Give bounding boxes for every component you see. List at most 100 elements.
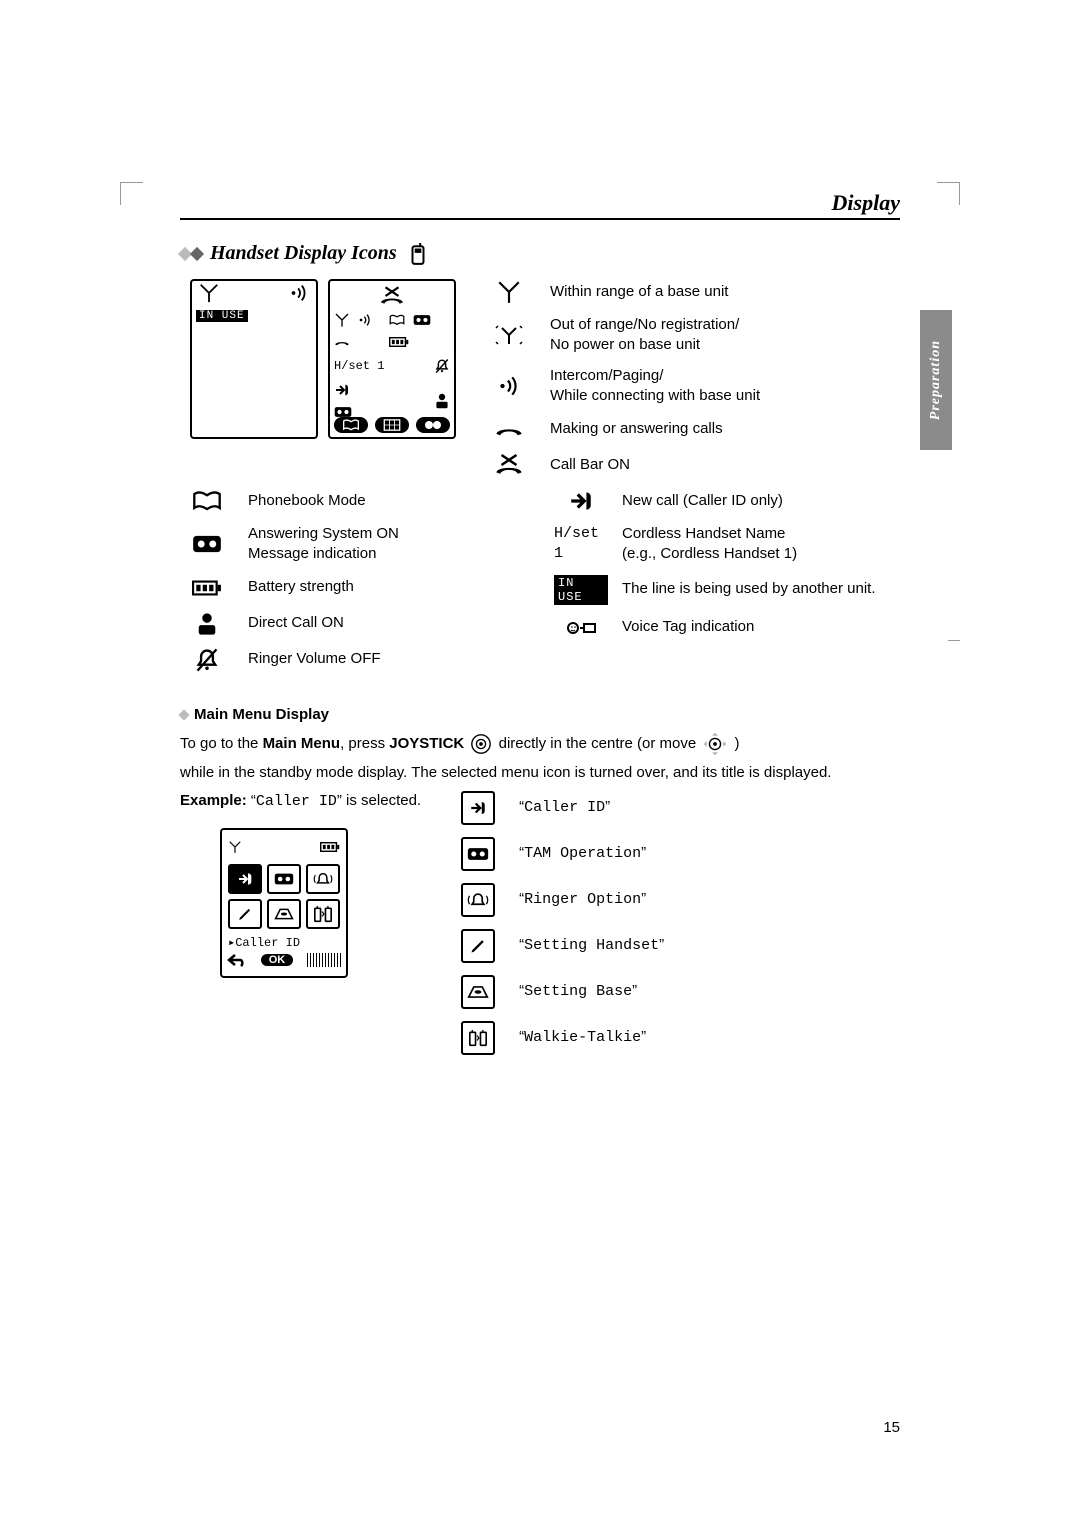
menu-list-row: “TAM Operation” [451, 837, 664, 871]
icon-label: Voice Tag indication [622, 617, 754, 637]
sethand-icon [461, 929, 495, 963]
ringer-icon [461, 883, 495, 917]
icon-row: Out of range/No registration/No power on… [482, 315, 900, 356]
icon-label: Making or answering calls [550, 419, 723, 439]
crop-mark [937, 182, 960, 205]
icon-label: Answering System ONMessage indication [248, 524, 399, 565]
directcall-icon [192, 611, 222, 637]
icon-column-right-top: Within range of a base unit Out of range… [482, 279, 900, 488]
directcall-icon [434, 390, 450, 412]
battery-icon [389, 331, 409, 353]
icon-row: Making or answering calls [482, 416, 900, 442]
handset-icon [494, 416, 524, 442]
callbar-icon [379, 285, 405, 307]
chapter-title: Display [180, 190, 900, 216]
paging-icon [286, 282, 312, 304]
menu-cell-callerid [228, 864, 262, 894]
icon-row: Call Bar ON [482, 452, 900, 478]
menu-screen: ▸Caller ID OK [220, 828, 348, 978]
menu-item-label: “Setting Base” [519, 981, 637, 1002]
body-para-2: while in the standby mode display. The s… [180, 763, 900, 783]
icon-label: Direct Call ON [248, 613, 344, 633]
tam-icon [461, 837, 495, 871]
softkey-grid [375, 417, 409, 433]
softkey-phonebook [334, 417, 368, 433]
softkey-back-icon [227, 949, 247, 971]
callerid-icon [461, 791, 495, 825]
hset-label: H/set 1 [334, 358, 384, 374]
antenna-blink-icon [494, 322, 524, 348]
menu-item-label: “Ringer Option” [519, 889, 646, 910]
section-heading: Handset Display Icons [180, 242, 900, 265]
screen-right: H/set 1 [328, 279, 456, 439]
icon-label: Ringer Volume OFF [248, 649, 381, 669]
icon-label: New call (Caller ID only) [622, 491, 783, 511]
icon-row: Battery strength [180, 575, 526, 601]
joystick-press-icon [468, 733, 494, 755]
crop-tick [948, 640, 960, 641]
menu-cell-tam [267, 864, 301, 894]
example-line: Example: “Caller ID” is selected. ▸Calle… [180, 791, 421, 978]
screen-left: IN USE [190, 279, 318, 439]
handset-icon [334, 331, 350, 353]
ringer-off-icon [192, 647, 222, 673]
menu-list-row: “Caller ID” [451, 791, 664, 825]
callbar-icon [494, 452, 524, 478]
menu-cell-base [267, 899, 301, 929]
tam-icon [413, 309, 431, 331]
screen-mockups: IN USE H/se [190, 279, 456, 439]
page-number: 15 [883, 1418, 900, 1438]
hset-label: H/set 1 [554, 524, 608, 565]
battery-icon [320, 836, 340, 858]
icon-label: Phonebook Mode [248, 491, 366, 511]
phonebook-icon [389, 309, 405, 331]
icon-row: Ringer Volume OFF [180, 647, 526, 673]
tam-icon [192, 531, 222, 557]
menu-item-list: “Caller ID” “TAM Operation” “Ringer Opti… [451, 791, 664, 1067]
softkey-ok: OK [261, 954, 294, 966]
menu-item-label: “Setting Handset” [519, 935, 664, 956]
menu-cell-walkie [306, 899, 340, 929]
icon-label: The line is being used by another unit. [622, 579, 876, 599]
phonebook-icon [192, 488, 222, 514]
icon-label: Intercom/Paging/While connecting with ba… [550, 366, 760, 407]
icon-row: Intercom/Paging/While connecting with ba… [482, 366, 900, 407]
newcall-icon [334, 379, 350, 401]
walkie-icon [461, 1021, 495, 1055]
icon-label: Within range of a base unit [550, 282, 728, 302]
icon-label: Battery strength [248, 577, 354, 597]
menu-list-row: “Ringer Option” [451, 883, 664, 917]
menu-item-label: “TAM Operation” [519, 843, 646, 864]
icon-column-right-bottom: New call (Caller ID only) H/set 1 Cordle… [554, 488, 900, 683]
setbase-icon [461, 975, 495, 1009]
joystick-move-icon [700, 731, 730, 757]
icon-row: H/set 1 Cordless Handset Name(e.g., Cord… [554, 524, 900, 565]
menu-cell-handset [228, 899, 262, 929]
menu-item-label: “Caller ID” [519, 797, 610, 818]
menu-list-row: “Setting Base” [451, 975, 664, 1009]
subsection-heading: Main Menu Display [180, 705, 900, 725]
icon-row: Phonebook Mode [180, 488, 526, 514]
menu-list-row: “Walkie-Talkie” [451, 1021, 664, 1055]
body-para-1: To go to the Main Menu, press JOYSTICK d… [180, 731, 900, 757]
section-tab: Preparation [920, 310, 952, 450]
icon-label: Out of range/No registration/No power on… [550, 315, 739, 356]
handset-device-icon [405, 243, 431, 265]
battery-icon [192, 575, 222, 601]
antenna-icon [228, 836, 242, 858]
icon-row: Within range of a base unit [482, 279, 900, 305]
icon-label: Cordless Handset Name(e.g., Cordless Han… [622, 524, 797, 565]
antenna-icon [334, 309, 350, 331]
icon-label: Call Bar ON [550, 455, 630, 475]
softkey-blank [307, 953, 341, 967]
antenna-icon [196, 282, 222, 304]
menu-list-row: “Setting Handset” [451, 929, 664, 963]
heading-rule [180, 218, 900, 220]
icon-column-left: Phonebook Mode Answering System ONMessag… [180, 488, 526, 683]
paging-icon [357, 309, 373, 331]
icon-row: Voice Tag indication [554, 615, 900, 641]
crop-mark [120, 182, 143, 205]
ringer-off-icon [434, 355, 450, 377]
paging-icon [494, 373, 524, 399]
menu-cell-ringer [306, 864, 340, 894]
